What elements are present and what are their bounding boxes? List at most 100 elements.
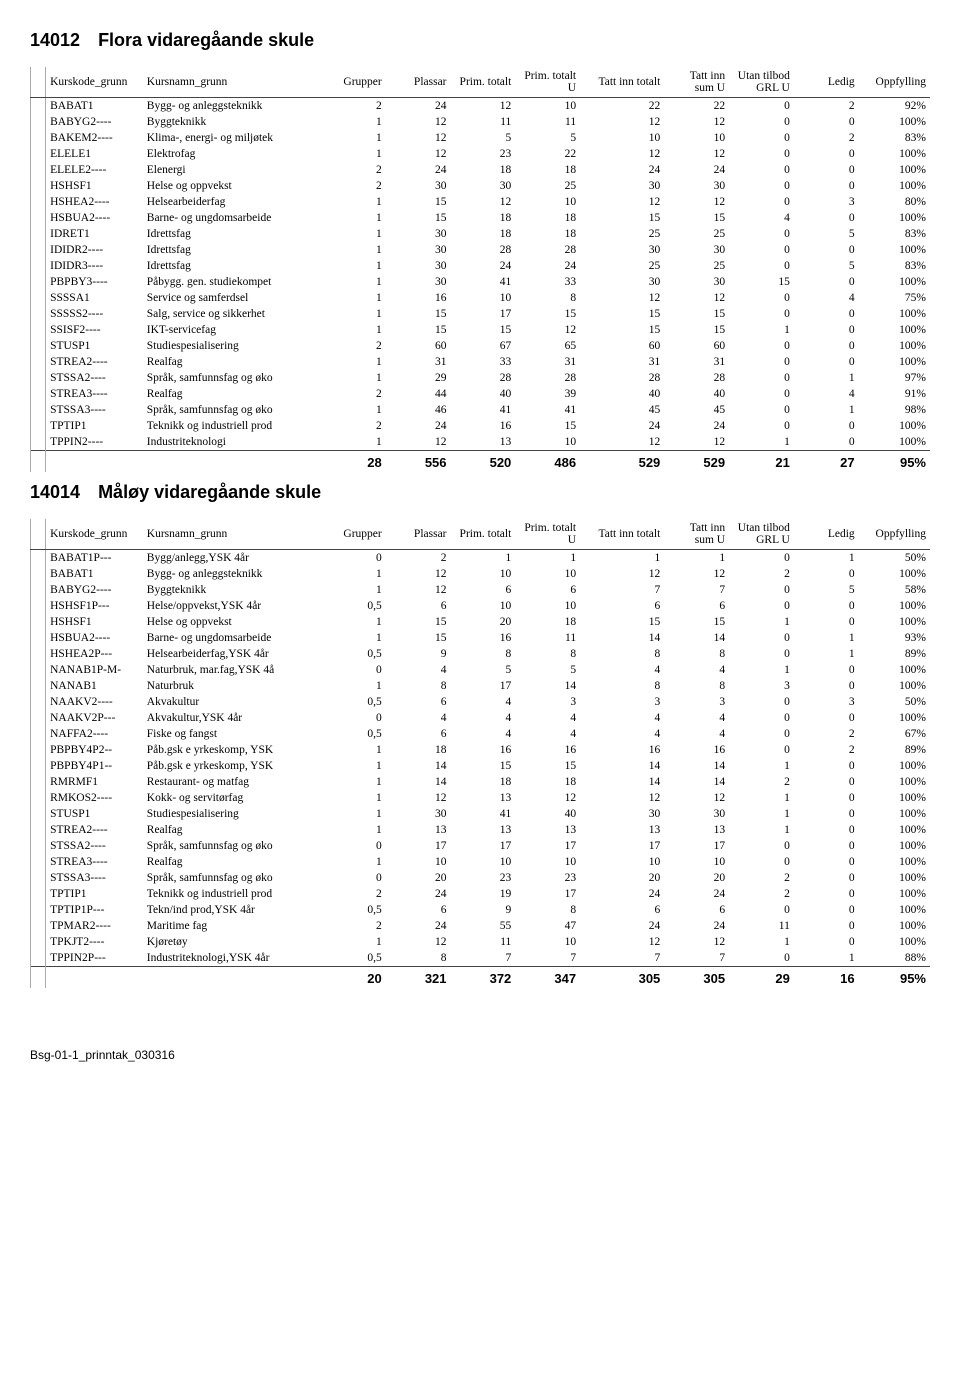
cell-prim-totalt: 20: [451, 614, 516, 630]
col-tatt-inn-totalt: Tatt inn totalt: [580, 67, 664, 98]
table-row: STREA2----Realfag1313331313100100%: [31, 354, 931, 370]
cell-ledig: 0: [794, 434, 859, 451]
cell-prim-totalt-u: 23: [515, 870, 580, 886]
cell-grupper: 1: [321, 194, 386, 210]
cell-code: BABAT1: [46, 98, 143, 115]
cell-ledig: 1: [794, 950, 859, 967]
cell-code: STSSA3----: [46, 870, 143, 886]
cell-grupper: 0,5: [321, 598, 386, 614]
cell-code: STSSA2----: [46, 838, 143, 854]
cell-name: Akvakultur,YSK 4år: [143, 710, 321, 726]
total-ledig: 27: [794, 451, 859, 473]
cell-oppfylling: 100%: [859, 822, 930, 838]
cell-name: Helsearbeiderfag: [143, 194, 321, 210]
cell-tatt-inn-totalt: 3: [580, 694, 664, 710]
cell-utan-tilbod: 2: [729, 870, 794, 886]
cell-code: STREA2----: [46, 822, 143, 838]
cell-ledig: 0: [794, 918, 859, 934]
cell-tatt-inn-totalt: 13: [580, 822, 664, 838]
cell-utan-tilbod: 1: [729, 434, 794, 451]
cell-name: Naturbruk: [143, 678, 321, 694]
cell-prim-totalt-u: 31: [515, 354, 580, 370]
cell-plassar: 44: [386, 386, 451, 402]
school-name: Måløy vidaregåande skule: [98, 482, 321, 502]
cell-prim-totalt: 41: [451, 402, 516, 418]
cell-prim-totalt-u: 28: [515, 242, 580, 258]
cell-oppfylling: 100%: [859, 838, 930, 854]
cell-plassar: 30: [386, 258, 451, 274]
cell-utan-tilbod: 1: [729, 806, 794, 822]
cell-oppfylling: 100%: [859, 178, 930, 194]
cell-plassar: 24: [386, 886, 451, 902]
cell-prim-totalt-u: 65: [515, 338, 580, 354]
table-row: NANAB1P-M-Naturbruk, mar.fag,YSK 4å04554…: [31, 662, 931, 678]
cell-code: BAKEM2----: [46, 130, 143, 146]
cell-prim-totalt-u: 14: [515, 678, 580, 694]
cell-tatt-inn-sum-u: 7: [664, 950, 729, 967]
cell-prim-totalt: 41: [451, 274, 516, 290]
cell-utan-tilbod: 0: [729, 98, 794, 115]
cell-tatt-inn-sum-u: 12: [664, 790, 729, 806]
cell-plassar: 8: [386, 678, 451, 694]
cell-oppfylling: 100%: [859, 274, 930, 290]
cell-prim-totalt: 28: [451, 242, 516, 258]
cell-name: Studiespesialisering: [143, 806, 321, 822]
cell-tatt-inn-sum-u: 30: [664, 274, 729, 290]
cell-prim-totalt-u: 12: [515, 790, 580, 806]
cell-utan-tilbod: 1: [729, 758, 794, 774]
cell-tatt-inn-sum-u: 28: [664, 370, 729, 386]
cell-code: HSHEA2----: [46, 194, 143, 210]
cell-oppfylling: 75%: [859, 290, 930, 306]
cell-tatt-inn-totalt: 12: [580, 146, 664, 162]
cell-prim-totalt: 23: [451, 146, 516, 162]
cell-tatt-inn-totalt: 6: [580, 902, 664, 918]
cell-name: Industriteknologi: [143, 434, 321, 451]
cell-utan-tilbod: 0: [729, 386, 794, 402]
cell-prim-totalt: 15: [451, 758, 516, 774]
cell-prim-totalt-u: 10: [515, 98, 580, 115]
cell-utan-tilbod: 0: [729, 178, 794, 194]
cell-grupper: 1: [321, 258, 386, 274]
cell-name: Byggteknikk: [143, 114, 321, 130]
cell-oppfylling: 83%: [859, 258, 930, 274]
cell-grupper: 1: [321, 678, 386, 694]
cell-tatt-inn-sum-u: 7: [664, 582, 729, 598]
cell-name: Teknikk og industriell prod: [143, 418, 321, 434]
cell-plassar: 24: [386, 98, 451, 115]
cell-prim-totalt-u: 18: [515, 614, 580, 630]
cell-plassar: 15: [386, 614, 451, 630]
cell-plassar: 9: [386, 646, 451, 662]
total-prim-totalt: 372: [451, 967, 516, 989]
cell-utan-tilbod: 0: [729, 242, 794, 258]
total-prim-totalt: 520: [451, 451, 516, 473]
cell-name: Idrettsfag: [143, 226, 321, 242]
table-row: BABYG2----Byggteknikk11266770558%: [31, 582, 931, 598]
cell-prim-totalt-u: 15: [515, 758, 580, 774]
cell-grupper: 1: [321, 790, 386, 806]
cell-name: Språk, samfunnsfag og øko: [143, 838, 321, 854]
col-code: Kurskode_grunn: [46, 67, 143, 98]
cell-code: TPTIP1: [46, 886, 143, 902]
cell-utan-tilbod: 0: [729, 114, 794, 130]
cell-tatt-inn-sum-u: 30: [664, 806, 729, 822]
cell-prim-totalt-u: 39: [515, 386, 580, 402]
cell-plassar: 24: [386, 162, 451, 178]
cell-tatt-inn-totalt: 12: [580, 566, 664, 582]
cell-utan-tilbod: 0: [729, 950, 794, 967]
cell-prim-totalt-u: 18: [515, 162, 580, 178]
cell-ledig: 0: [794, 178, 859, 194]
cell-prim-totalt-u: 18: [515, 774, 580, 790]
cell-tatt-inn-totalt: 40: [580, 386, 664, 402]
table-row: NAAKV2----Akvakultur0,5643330350%: [31, 694, 931, 710]
total-grupper: 28: [321, 451, 386, 473]
col-tatt-inn-sum-u: Tatt inn sum U: [664, 519, 729, 550]
cell-tatt-inn-totalt: 28: [580, 370, 664, 386]
total-prim-totalt-u: 486: [515, 451, 580, 473]
cell-ledig: 0: [794, 274, 859, 290]
col-name: Kursnamn_grunn: [143, 67, 321, 98]
cell-tatt-inn-sum-u: 30: [664, 178, 729, 194]
cell-code: HSHSF1: [46, 614, 143, 630]
table-row: TPTIP1Teknikk og industriell prod2241917…: [31, 886, 931, 902]
cell-name: Idrettsfag: [143, 242, 321, 258]
total-prim-totalt-u: 347: [515, 967, 580, 989]
